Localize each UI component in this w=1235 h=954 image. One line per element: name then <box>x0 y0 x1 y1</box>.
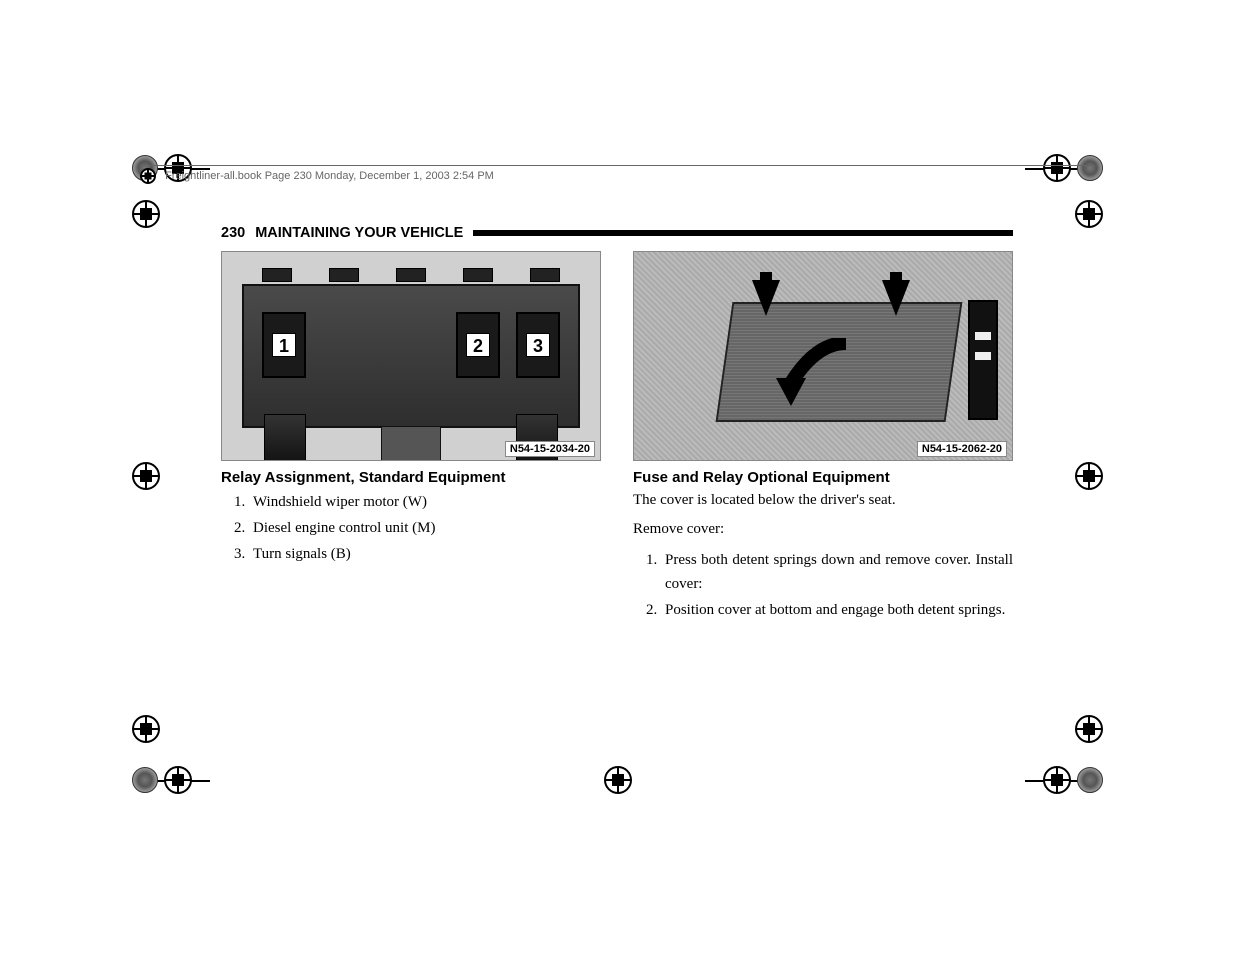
registration-mark <box>132 462 160 490</box>
relay-number: 3 <box>526 333 550 357</box>
registration-mark <box>1075 715 1103 743</box>
registration-mark <box>1075 462 1103 490</box>
right-column: N54-15-2062-20 Fuse and Relay Optional E… <box>633 251 1013 624</box>
list-item: Windshield wiper motor (W) <box>249 490 601 514</box>
registration-mark <box>604 766 632 794</box>
subheading-text: Remove cover: <box>633 519 1013 540</box>
left-column: 1 2 3 N54-15-2034-20 Relay Assignment, S… <box>221 251 601 624</box>
book-header: Freightliner-all.book Page 230 Monday, D… <box>140 165 1095 184</box>
list-item: Diesel engine control unit (M) <box>249 516 601 540</box>
relay-number: 1 <box>272 333 296 357</box>
arrow-down-icon <box>882 280 910 316</box>
header-rule <box>473 230 1013 236</box>
registration-mark <box>1075 200 1103 228</box>
relay-list: Windshield wiper motor (W) Diesel engine… <box>221 490 601 566</box>
page-number: 230 <box>221 225 245 241</box>
left-heading: Relay Assignment, Standard Equipment <box>221 469 601 486</box>
section-title: MAINTAINING YOUR VEHICLE <box>255 225 463 241</box>
list-item: Turn signals (B) <box>249 542 601 566</box>
figure-fuse-cover: N54-15-2062-20 <box>633 251 1013 461</box>
arrow-down-icon <box>752 280 780 316</box>
registration-mark <box>132 766 192 794</box>
page-body: 230 MAINTAINING YOUR VEHICLE 1 2 3 N54-1… <box>221 225 1013 624</box>
arrow-curve-icon <box>776 338 856 408</box>
figure-label: N54-15-2034-20 <box>505 441 595 457</box>
figure-relay-assignment: 1 2 3 N54-15-2034-20 <box>221 251 601 461</box>
relay-number: 2 <box>466 333 490 357</box>
list-item: Press both detent springs down and remov… <box>661 548 1013 596</box>
steps-list: Press both detent springs down and remov… <box>633 548 1013 622</box>
book-header-text: Freightliner-all.book Page 230 Monday, D… <box>165 170 494 182</box>
intro-text: The cover is located below the driver's … <box>633 490 1013 511</box>
section-header: 230 MAINTAINING YOUR VEHICLE <box>221 225 1013 241</box>
list-item: Position cover at bottom and engage both… <box>661 598 1013 622</box>
registration-mark <box>132 715 160 743</box>
registration-mark <box>132 200 160 228</box>
figure-label: N54-15-2062-20 <box>917 441 1007 457</box>
registration-mark <box>1043 766 1103 794</box>
right-heading: Fuse and Relay Optional Equipment <box>633 469 1013 486</box>
